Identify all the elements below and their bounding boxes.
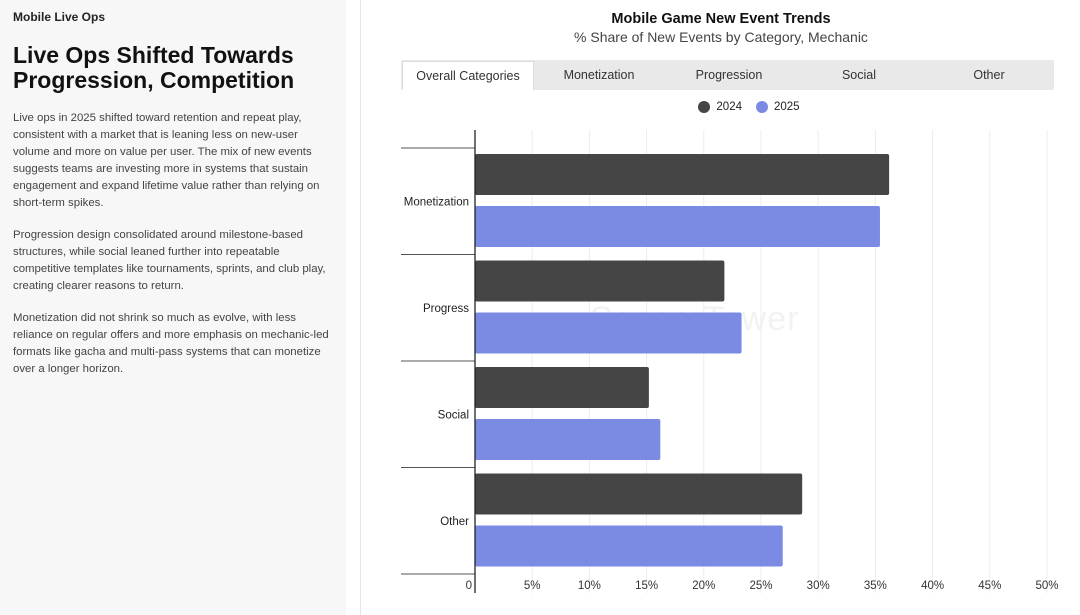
tab-other[interactable]: Other — [973, 68, 1005, 82]
bar-progress-2025 — [475, 312, 742, 354]
x-tick-label-10: 10% — [578, 580, 601, 592]
legend-dot-2024 — [698, 101, 711, 113]
bar-other-2024 — [475, 473, 803, 515]
category-label-progress: Progress — [423, 303, 469, 315]
x-tick-label-20: 20% — [692, 580, 715, 592]
article-paragraph-2: Progression design consolidated around m… — [13, 229, 326, 292]
x-tick-label-40: 40% — [921, 580, 944, 592]
chart-title: Mobile Game New Event Trends — [611, 11, 831, 27]
article-headline: Live Ops Shifted Towards Progression, Co… — [13, 42, 295, 93]
tab-monetization[interactable]: Monetization — [563, 68, 635, 82]
bar-monetization-2024 — [475, 154, 890, 195]
x-tick-label-50: 50% — [1035, 580, 1058, 592]
bar-monetization-2025 — [475, 206, 880, 247]
category-label-social: Social — [438, 409, 469, 421]
bar-social-2024 — [475, 367, 649, 408]
x-tick-label-25: 25% — [749, 580, 772, 592]
tab-progression[interactable]: Progression — [695, 68, 763, 82]
bar-progress-2024 — [475, 260, 725, 302]
x-tick-label-0: 0 — [466, 580, 472, 592]
article-panel: Mobile Live Ops Live Ops Shifted Towards… — [0, 0, 346, 615]
article-paragraph-3: Monetization did not shrink so much as e… — [13, 312, 329, 375]
chart-legend: 2024 2025 — [362, 101, 1080, 113]
legend-item-2025[interactable]: 2025 — [756, 101, 800, 113]
x-tick-label-15: 15% — [635, 580, 658, 592]
category-tabs: Overall Categories Monetization Progress… — [401, 60, 1054, 90]
panel-divider — [360, 0, 361, 615]
tab-social[interactable]: Social — [841, 68, 877, 82]
x-tick-label-35: 35% — [864, 580, 887, 592]
tab-overall-categories[interactable]: Overall Categories — [402, 61, 534, 90]
section-eyebrow: Mobile Live Ops — [13, 10, 106, 24]
x-tick-label-30: 30% — [807, 580, 830, 592]
article-paragraph-1: Live ops in 2025 shifted toward retentio… — [13, 112, 320, 209]
category-label-other: Other — [440, 516, 469, 528]
legend-dot-2025 — [756, 101, 768, 113]
x-tick-label-5: 5% — [524, 580, 541, 592]
legend-label-2024: 2024 — [716, 101, 742, 113]
bar-social-2025 — [475, 419, 661, 460]
category-label-monetization: Monetization — [404, 196, 469, 208]
bar-other-2025 — [475, 525, 783, 567]
legend-item-2024[interactable]: 2024 — [698, 101, 742, 113]
legend-label-2025: 2025 — [774, 101, 800, 113]
x-tick-label-45: 45% — [978, 580, 1001, 592]
chart-subtitle: % Share of New Events by Category, Mecha… — [574, 29, 868, 45]
